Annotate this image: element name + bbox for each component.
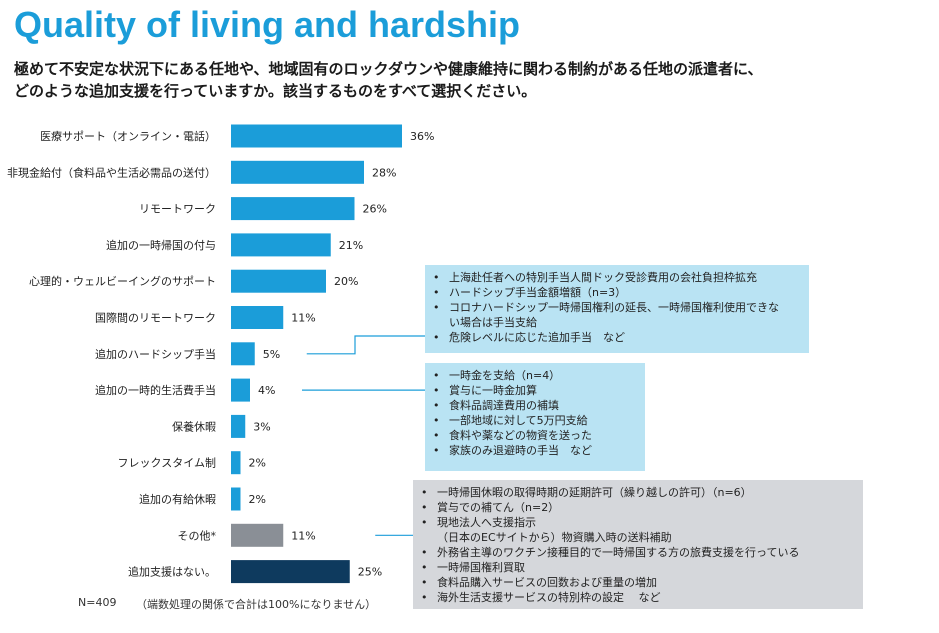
category-label: 追加の有給休暇 bbox=[139, 492, 216, 506]
value-label: 36% bbox=[410, 130, 434, 143]
category-label: 非現金給付（食料品や生活必需品の送付） bbox=[7, 165, 216, 179]
callout-item: コロナハードシップ一時帰国権利の延長、一時帰国権利使用できな bbox=[431, 300, 801, 315]
callout-item: 一時金を支給（n=4） bbox=[431, 368, 637, 383]
bar bbox=[231, 451, 241, 475]
callout-item-continuation: （日本のECサイトから）物資購入時の送料補助 bbox=[437, 531, 672, 544]
value-label: 5% bbox=[263, 348, 280, 361]
rounding-note: （端数処理の関係で合計は100%になりません） bbox=[136, 598, 377, 611]
callout-item: 現地法人へ支援指示 bbox=[419, 515, 855, 530]
callout-hardship-details: 上海赴任者への特別手当人間ドック受診費用の会社負担枠拡充 ハードシップ手当金額増… bbox=[425, 265, 809, 353]
callout-item: 一時帰国権利買取 bbox=[419, 560, 855, 575]
callout-item: 食料や薬などの物資を送った bbox=[431, 428, 637, 443]
category-label: 医療サポート（オンライン・電話） bbox=[40, 129, 216, 143]
bar bbox=[231, 342, 255, 366]
bar bbox=[231, 414, 246, 438]
value-label: 21% bbox=[339, 239, 363, 252]
bar bbox=[231, 233, 331, 257]
category-label: 心理的・ウェルビーイングのサポート bbox=[29, 274, 216, 288]
category-label: リモートワーク bbox=[139, 203, 216, 216]
value-label: 11% bbox=[291, 312, 315, 325]
value-label: 25% bbox=[358, 566, 382, 579]
question-text: 極めて不安定な状況下にある任地や、地域固有のロックダウンや健康維持に関わる制約が… bbox=[14, 58, 929, 102]
page-title: Quality of living and hardship bbox=[14, 4, 521, 45]
callout-item: 海外生活支援サービスの特別枠の設定 など bbox=[419, 590, 855, 605]
value-label: 20% bbox=[334, 275, 358, 288]
category-label: 追加支援はない。 bbox=[128, 565, 216, 579]
hardship-connector-line bbox=[306, 335, 425, 355]
category-label: 国際間のリモートワーク bbox=[95, 312, 216, 325]
category-label: 追加の一時的生活費手当 bbox=[95, 383, 216, 397]
value-label: 26% bbox=[363, 203, 387, 216]
bar bbox=[231, 160, 364, 184]
bar bbox=[231, 487, 241, 511]
value-label: 2% bbox=[249, 493, 266, 506]
question-line-1: 極めて不安定な状況下にある任地や、地域固有のロックダウンや健康維持に関わる制約が… bbox=[14, 60, 763, 78]
callout-item: 家族のみ退避時の手当 など bbox=[431, 443, 637, 458]
callout-item: 賞与に一時金加算 bbox=[431, 383, 637, 398]
callout-item: ハードシップ手当金額増額（n=3） bbox=[431, 285, 801, 300]
bar bbox=[231, 523, 284, 547]
bar bbox=[231, 197, 355, 221]
callout-item: 食料品調達費用の補填 bbox=[431, 398, 637, 413]
value-label: 2% bbox=[249, 457, 266, 470]
value-label: 28% bbox=[372, 166, 396, 179]
callout-item: 食料品購入サービスの回数および重量の増加 bbox=[419, 575, 855, 590]
category-label: 追加の一時帰国の付与 bbox=[106, 238, 216, 252]
callout-other-details: 一時帰国休暇の取得時期の延期許可（繰り越しの許可）（n=6） 賞与での補てん（n… bbox=[413, 480, 863, 609]
bar bbox=[231, 306, 284, 329]
category-label: フレックスタイム制 bbox=[118, 457, 216, 470]
value-label: 11% bbox=[291, 529, 315, 542]
callout-living-allowance-details: 一時金を支給（n=4） 賞与に一時金加算 食料品調達費用の補填 一部地域に対して… bbox=[425, 363, 645, 471]
callout-item: 一時帰国休暇の取得時期の延期許可（繰り越しの許可）（n=6） bbox=[419, 485, 855, 500]
callout-item: 賞与での補てん（n=2） bbox=[419, 500, 855, 515]
category-label: 追加のハードシップ手当 bbox=[95, 347, 216, 361]
category-label: その他* bbox=[178, 529, 217, 542]
bar bbox=[231, 269, 326, 293]
callout-item: 上海赴任者への特別手当人間ドック受診費用の会社負担枠拡充 bbox=[431, 270, 801, 285]
value-label: 4% bbox=[258, 384, 275, 397]
bar bbox=[231, 124, 402, 148]
question-line-2: どのような追加支援を行っていますか。該当するものをすべて選択ください。 bbox=[14, 82, 537, 100]
callout-item-continuation: い場合は手当支給 bbox=[449, 316, 537, 329]
sample-size-note: N=409 bbox=[78, 596, 117, 609]
category-label: 保養休暇 bbox=[172, 419, 216, 433]
callout-item: 一部地域に対して5万円支給 bbox=[431, 413, 637, 428]
bar bbox=[231, 560, 350, 584]
bar bbox=[231, 378, 250, 402]
callout-item: 危険レベルに応じた追加手当 など bbox=[431, 330, 801, 345]
value-label: 3% bbox=[253, 420, 270, 433]
callout-item: 外務省主導のワクチン接種目的で一時帰国する方の旅費支援を行っている bbox=[419, 545, 855, 560]
